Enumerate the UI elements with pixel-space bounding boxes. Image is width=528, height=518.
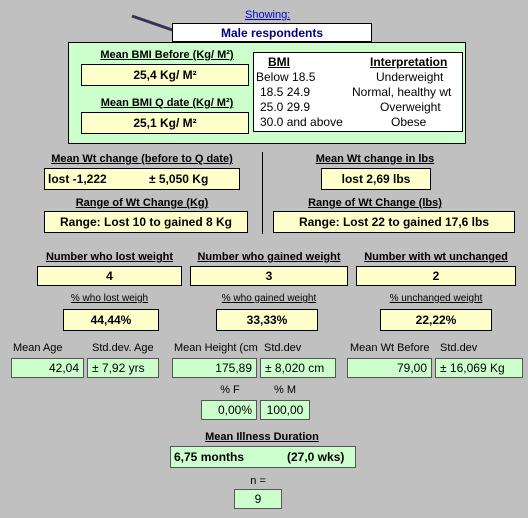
- lost-count-value: 4: [37, 266, 182, 286]
- male-pct-value: 100,00: [260, 400, 310, 420]
- unchanged-count-value: 2: [356, 266, 516, 286]
- divider: [262, 152, 263, 234]
- age-sd-value: ± 7,92 yrs: [87, 358, 159, 378]
- range-kg-value: Range: Lost 10 to gained 8 Kg: [44, 211, 248, 233]
- bmi-table: BMI Interpretation Below 18.5 Underweigh…: [253, 52, 463, 132]
- male-pct-label: % M: [274, 384, 296, 396]
- range-lbs-label: Range of Wt Change (lbs): [308, 197, 442, 209]
- pct-lost-label: % who lost weigh: [70, 293, 149, 304]
- bmi-before-label: Mean BMI Before (Kg/ M²): [100, 49, 234, 61]
- respondent-selector[interactable]: Male respondents: [172, 23, 372, 43]
- bmi-row-range: 30.0 and above: [260, 115, 343, 129]
- female-pct-label: % F: [220, 384, 240, 396]
- female-pct-value: 0,00%: [201, 400, 257, 420]
- bmi-row-interp: Normal, healthy wt: [352, 85, 452, 99]
- n-value: 9: [234, 489, 282, 509]
- age-value: 42,04: [11, 358, 84, 378]
- pct-lost-value: 44,44%: [63, 309, 159, 331]
- wt-change-lbs-value: lost 2,69 lbs: [321, 168, 431, 190]
- gained-count-label: Number who gained weight: [197, 251, 341, 263]
- wt-change-lbs-label: Mean Wt change in lbs: [315, 153, 435, 165]
- illness-duration-value: 6,75 months (27,0 wks): [170, 446, 356, 468]
- pct-unchanged-value: 22,22%: [380, 309, 492, 331]
- illness-duration-weeks: (27,0 wks): [287, 450, 345, 464]
- bmi-before-value: 25,4 Kg/ M²: [81, 64, 249, 86]
- wt-sd-label: Std.dev: [440, 342, 478, 354]
- wt-change-kg-label: Mean Wt change (before to Q date): [51, 153, 233, 165]
- pct-gained-value: 33,33%: [216, 309, 318, 331]
- pct-unchanged-label: % unchanged weight: [389, 293, 483, 304]
- wt-change-kg-mean: lost -1,222: [48, 172, 107, 186]
- range-kg-label: Range of Wt Change (Kg): [75, 197, 209, 209]
- respondent-selector-value: Male respondents: [220, 25, 324, 40]
- height-sd-value: ± 8,020 cm: [260, 358, 336, 378]
- pct-gained-label: % who gained weight: [221, 293, 317, 304]
- age-sd-label: Std.dev. Age: [92, 342, 154, 354]
- bmi-row-interp: Obese: [391, 115, 427, 129]
- wt-before-value: 79,00: [347, 358, 432, 378]
- height-value: 175,89: [172, 358, 257, 378]
- bmi-table-header-bmi: BMI: [268, 55, 290, 69]
- wt-sd-value: ± 16,069 Kg: [435, 358, 523, 378]
- height-label: Mean Height (cm: [174, 342, 258, 354]
- bmi-qdate-label: Mean BMI Q date (Kg/ M²): [100, 97, 234, 109]
- wt-before-label: Mean Wt Before: [350, 342, 430, 354]
- lost-count-label: Number who lost weight: [45, 251, 174, 263]
- bmi-row-range: Below 18.5: [256, 70, 316, 84]
- showing-label: Showing:: [245, 9, 291, 21]
- bmi-row-range: 25.0 29.9: [260, 100, 311, 114]
- bmi-row-interp: Overweight: [380, 100, 441, 114]
- height-sd-label: Std.dev: [264, 342, 302, 354]
- range-lbs-value: Range: Lost 22 to gained 17,6 lbs: [273, 211, 515, 233]
- illness-duration-months: 6,75 months: [174, 450, 245, 464]
- bmi-row-range: 18.5 24.9: [260, 85, 311, 99]
- unchanged-count-label: Number with wt unchanged: [364, 251, 508, 263]
- bmi-qdate-value: 25,1 Kg/ M²: [81, 112, 249, 134]
- wt-change-kg-sd: ± 5,050 Kg: [149, 172, 209, 186]
- bmi-table-header-interp: Interpretation: [370, 55, 448, 69]
- n-label: n =: [250, 475, 266, 487]
- wt-change-kg-value: lost -1,222 ± 5,050 Kg: [44, 168, 240, 190]
- illness-duration-label: Mean Illness Duration: [205, 431, 319, 443]
- gained-count-value: 3: [190, 266, 348, 286]
- bmi-row-interp: Underweight: [376, 70, 444, 84]
- age-label: Mean Age: [13, 342, 63, 354]
